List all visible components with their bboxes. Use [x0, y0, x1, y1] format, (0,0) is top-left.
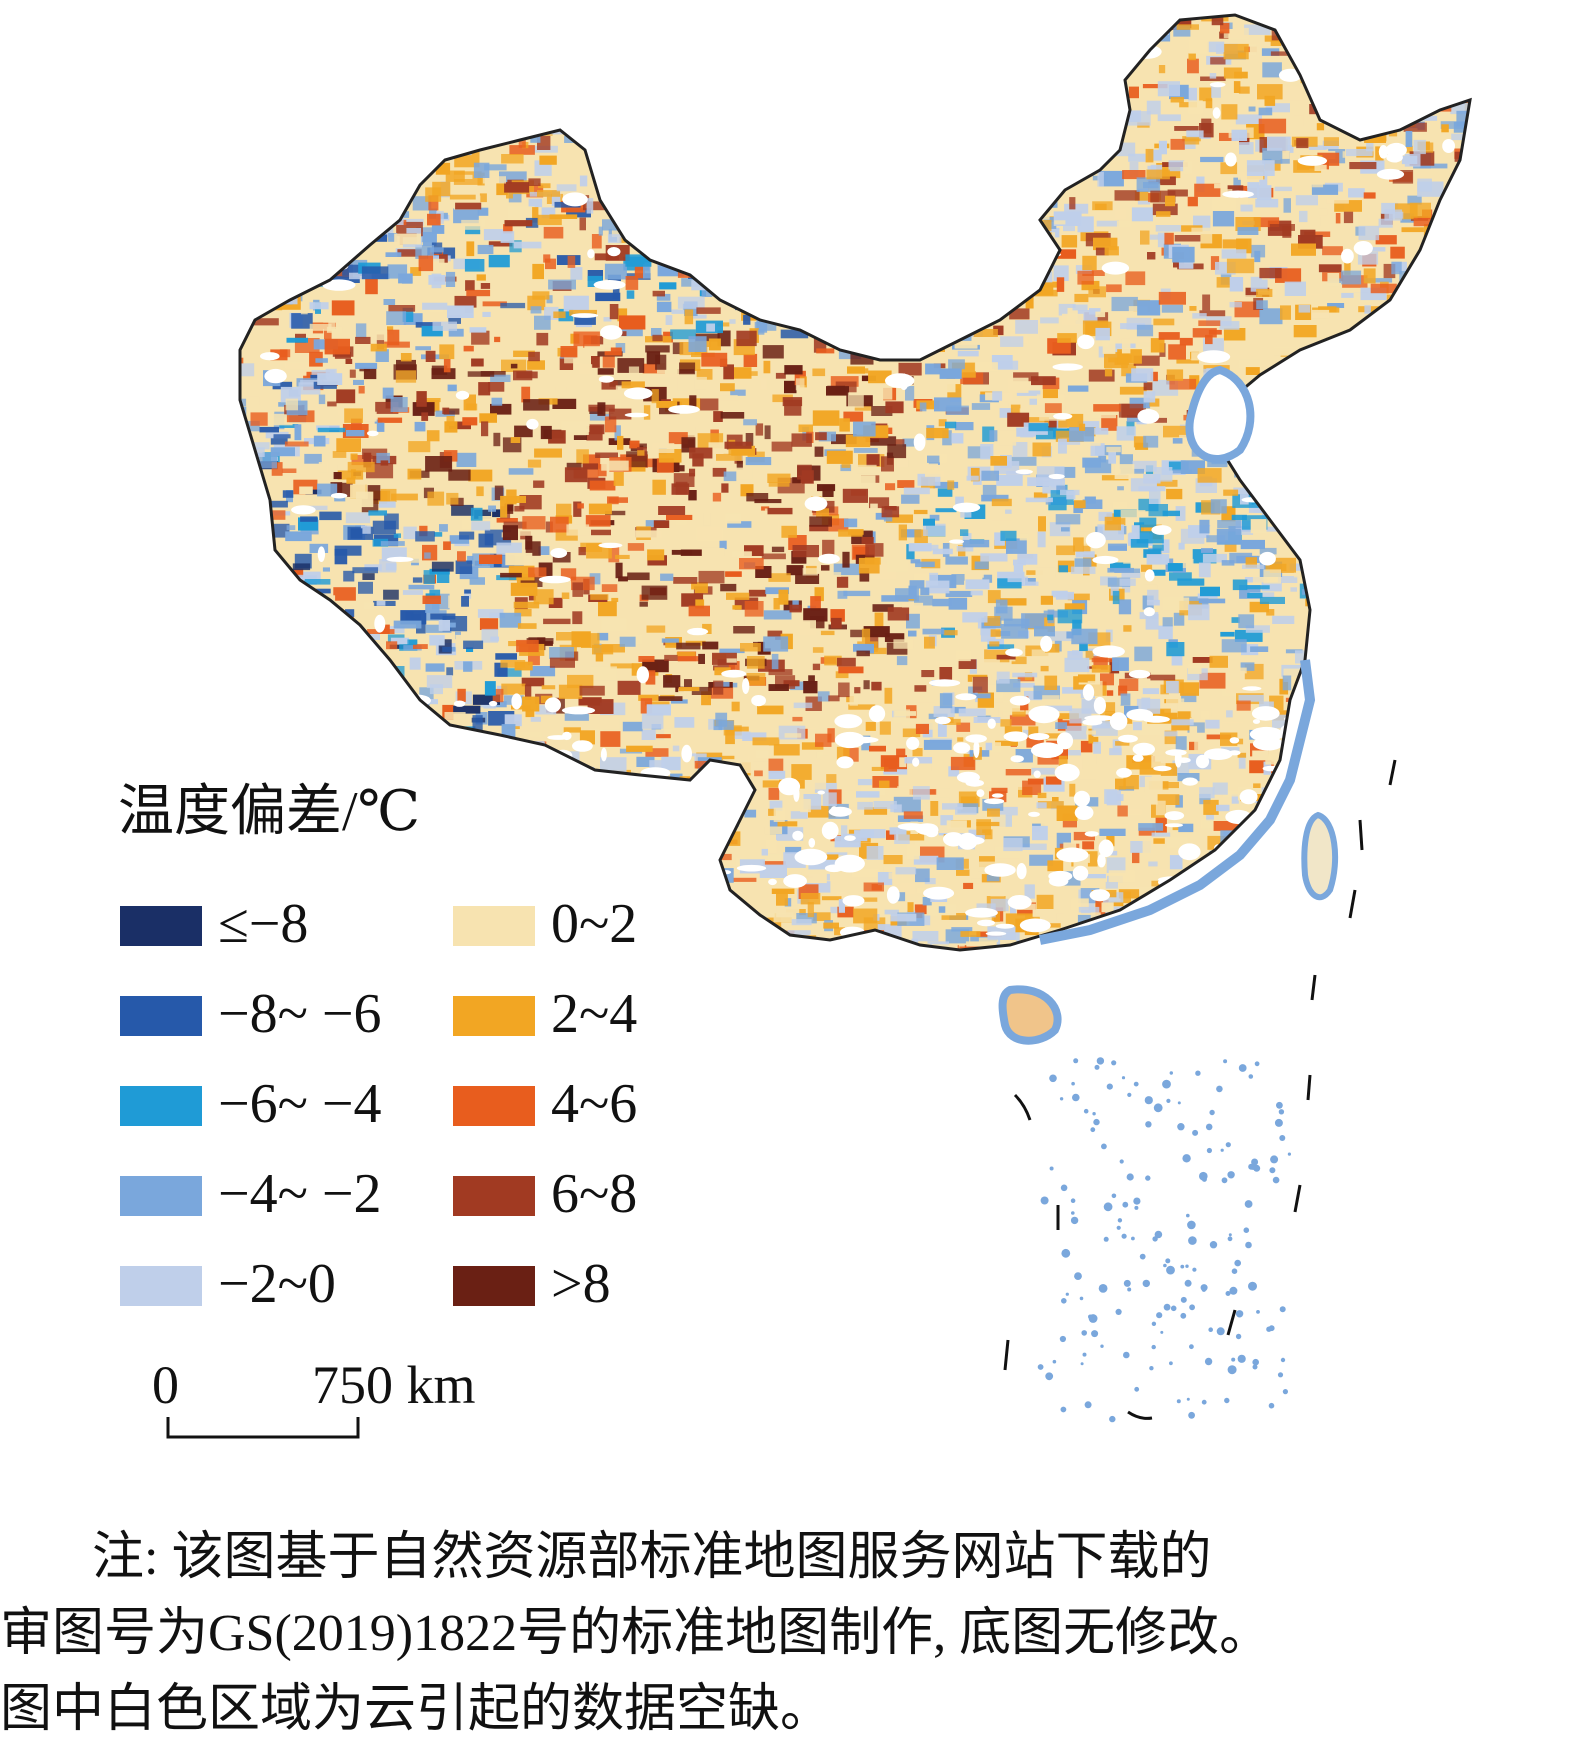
legend-swatch [453, 1266, 535, 1306]
legend-label: 6~8 [551, 1163, 638, 1225]
legend-label: −6~ −4 [218, 1073, 382, 1135]
legend-swatch [453, 906, 535, 946]
bohai-sea [1185, 365, 1255, 463]
legend-swatch [120, 1086, 202, 1126]
note-line-3: 图中白色区域为云引起的数据空缺。 [0, 1681, 833, 1738]
scale-bar: 0 750 km [150, 1355, 530, 1465]
legend-label: −2~0 [218, 1253, 336, 1315]
coastline [1039, 659, 1316, 945]
legend-swatch [120, 1176, 202, 1216]
legend-swatch [453, 996, 535, 1036]
legend-label: >8 [551, 1253, 611, 1315]
legend-label: ≤−8 [218, 893, 309, 955]
legend-label: −4~ −2 [218, 1163, 382, 1225]
legend-swatch [120, 996, 202, 1036]
legend-swatch [120, 1266, 202, 1306]
scale-bar-end-label: 750 km [312, 1355, 476, 1415]
legend-swatch [453, 1086, 535, 1126]
note-line-1: 注: 该图基于自然资源部标准地图服务网站下载的 [92, 1529, 1212, 1586]
figure-note: 注: 该图基于自然资源部标准地图服务网站下载的 审图号为GS(2019)1822… [0, 1520, 1585, 1748]
legend: 温度偏差/℃ ≤−8 −8~ −6 −6~ −4 −4~ −2 −2~0 0~2 [118, 782, 678, 1342]
south-china-sea-boundary [1003, 759, 1397, 1420]
legend-swatch [453, 1176, 535, 1216]
taiwan-island [1301, 811, 1339, 901]
legend-label: 4~6 [551, 1073, 638, 1135]
scale-bar-line [166, 1417, 360, 1439]
legend-label: −8~ −6 [218, 983, 382, 1045]
scale-bar-start-label: 0 [152, 1355, 179, 1415]
note-line-2: 审图号为GS(2019)1822号的标准地图制作, 底图无修改。 [0, 1605, 1272, 1662]
legend-label: 2~4 [551, 983, 638, 1045]
south-china-sea-islands [1037, 1057, 1291, 1423]
hainan-island [998, 985, 1062, 1045]
legend-title: 温度偏差/℃ [118, 781, 421, 843]
legend-swatch [120, 906, 202, 946]
legend-label: 0~2 [551, 893, 638, 955]
